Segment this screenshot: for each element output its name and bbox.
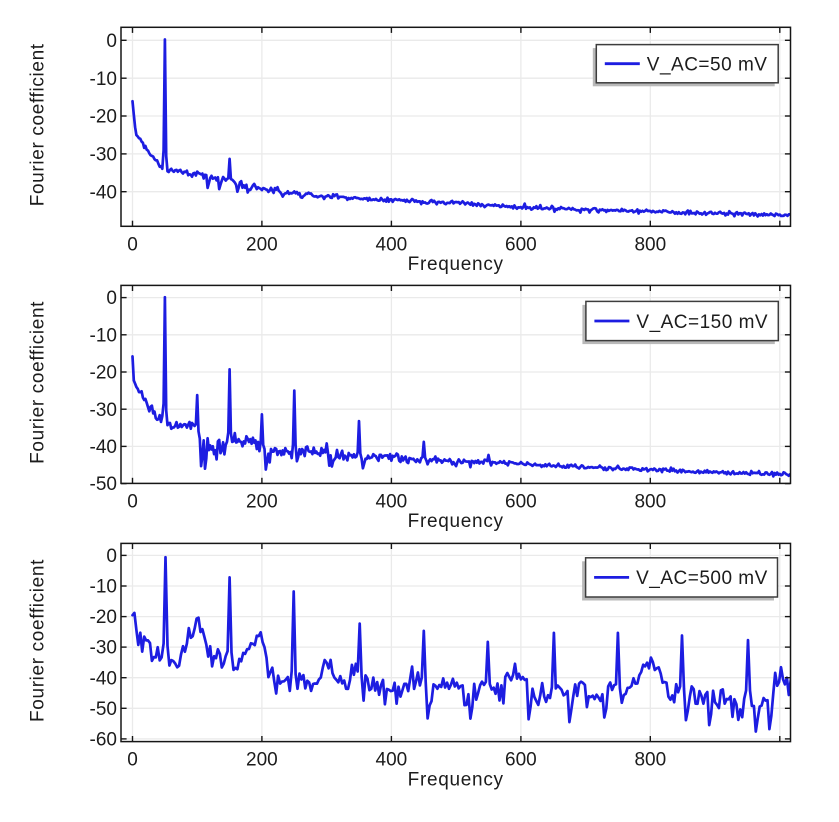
svg-text:-30: -30: [90, 145, 117, 166]
svg-text:600: 600: [505, 491, 537, 512]
svg-text:0: 0: [127, 491, 138, 512]
svg-text:0: 0: [106, 546, 117, 567]
svg-text:0: 0: [127, 750, 138, 771]
svg-text:200: 200: [246, 491, 278, 512]
svg-text:-30: -30: [90, 400, 117, 421]
svg-text:Frequency: Frequency: [408, 254, 504, 275]
svg-text:Frequency: Frequency: [408, 511, 504, 532]
svg-text:0: 0: [127, 234, 138, 255]
svg-text:-40: -40: [90, 182, 117, 203]
svg-text:-50: -50: [90, 699, 117, 720]
svg-text:-40: -40: [90, 668, 117, 689]
svg-text:400: 400: [376, 234, 408, 255]
svg-text:-10: -10: [90, 325, 117, 346]
svg-text:Fourier coefficient: Fourier coefficient: [28, 559, 49, 722]
svg-text:800: 800: [634, 234, 666, 255]
svg-text:-20: -20: [90, 607, 117, 628]
svg-text:-20: -20: [90, 363, 117, 384]
svg-text:Fourier coefficient: Fourier coefficient: [28, 301, 49, 464]
svg-text:Frequency: Frequency: [408, 769, 504, 790]
svg-text:200: 200: [246, 750, 278, 771]
svg-text:-50: -50: [90, 474, 117, 495]
svg-text:-10: -10: [90, 69, 117, 90]
svg-text:V_AC=50 mV: V_AC=50 mV: [647, 55, 768, 76]
svg-text:0: 0: [106, 288, 117, 309]
svg-text:V_AC=150 mV: V_AC=150 mV: [636, 312, 768, 333]
svg-text:400: 400: [376, 491, 408, 512]
svg-text:0: 0: [106, 31, 117, 52]
svg-text:400: 400: [376, 750, 408, 771]
svg-text:800: 800: [634, 491, 666, 512]
svg-text:600: 600: [505, 234, 537, 255]
svg-text:-10: -10: [90, 577, 117, 598]
svg-text:-40: -40: [90, 437, 117, 458]
svg-text:-30: -30: [90, 638, 117, 659]
svg-text:200: 200: [246, 234, 278, 255]
svg-text:V_AC=500 mV: V_AC=500 mV: [636, 568, 768, 589]
svg-text:800: 800: [634, 750, 666, 771]
svg-text:600: 600: [505, 750, 537, 771]
svg-text:-60: -60: [90, 730, 117, 751]
svg-text:-20: -20: [90, 107, 117, 128]
svg-text:Fourier coefficient: Fourier coefficient: [28, 43, 49, 206]
